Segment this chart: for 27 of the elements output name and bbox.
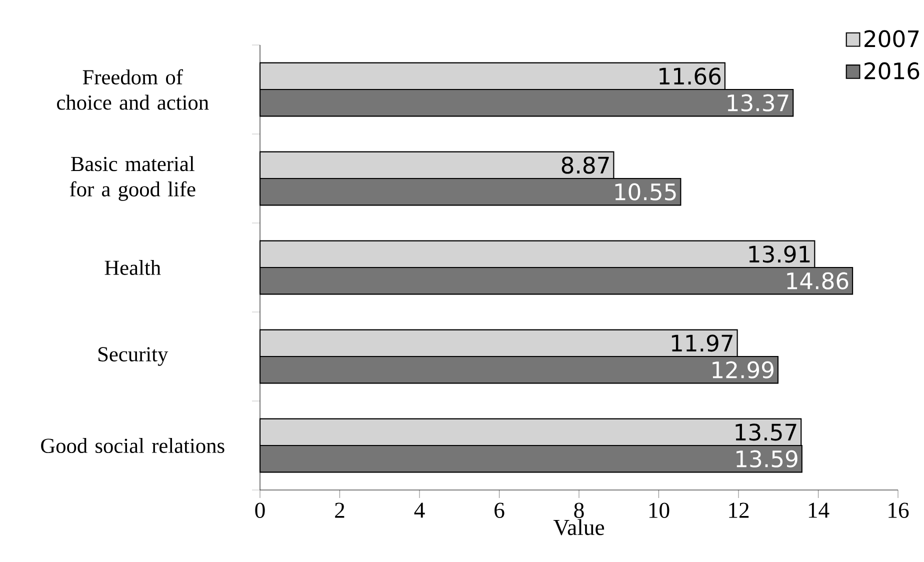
data-label: 13.57	[736, 424, 796, 441]
x-tick-label: 8	[574, 502, 584, 518]
x-tick-label: 6	[494, 502, 504, 518]
x-tick-label: 12	[729, 502, 749, 518]
x-tick-label: 16	[888, 502, 909, 518]
data-label: 14.86	[787, 272, 848, 290]
x-axis-title: Value	[553, 519, 604, 536]
x-tick-label: 2	[335, 502, 344, 518]
data-label: 11.66	[660, 68, 721, 85]
y-tick-label: Good social relations	[41, 438, 224, 454]
legend-label: 2016	[864, 62, 920, 80]
data-label: 13.37	[728, 94, 788, 112]
y-tick-label: Health	[104, 260, 161, 276]
data-label: 8.87	[562, 156, 609, 174]
legend-label: 2007	[864, 30, 919, 48]
y-tick-label: Security	[98, 347, 168, 366]
data-label: 11.97	[672, 334, 732, 352]
x-tick-label: 10	[649, 502, 670, 518]
x-tick-label: 14	[808, 502, 830, 518]
x-tick-label: 4	[414, 502, 425, 518]
data-label: 10.55	[615, 183, 676, 200]
y-tick-label: Freedom of choice and action	[57, 69, 209, 110]
x-tick-label: 0	[255, 502, 265, 518]
data-label: 13.91	[749, 246, 810, 263]
data-label: 12.99	[712, 361, 774, 378]
y-tick-label: Basic material for a good life	[70, 156, 196, 201]
data-label: 13.59	[736, 450, 798, 468]
